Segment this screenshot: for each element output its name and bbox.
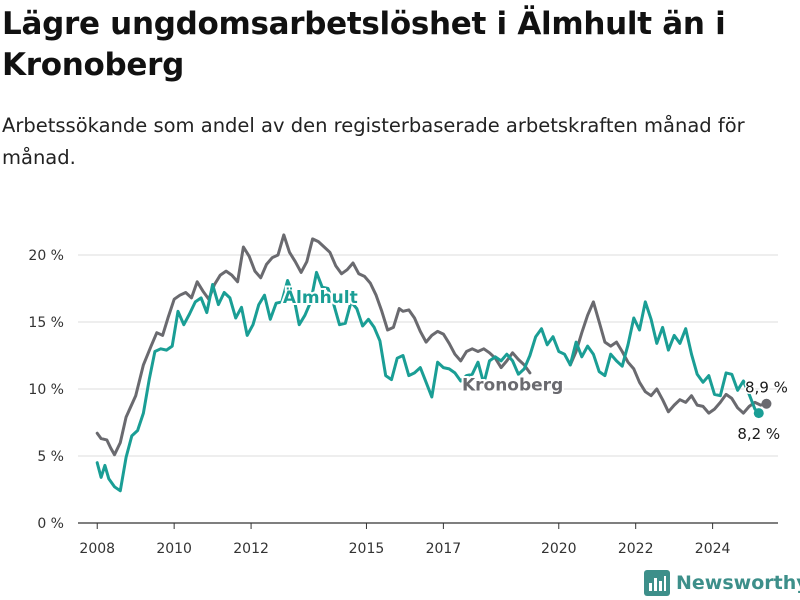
x-tick-label: 2017 [426, 541, 462, 557]
x-tick-label: 2008 [79, 541, 115, 557]
x-tick-label: 2022 [618, 541, 654, 557]
end-point-almhult [753, 408, 764, 419]
logo-text: Newsworthy [676, 572, 800, 594]
end-value-label-kronoberg: 8,9 % [745, 379, 788, 397]
newsworthy-logo: Newsworthy [644, 568, 800, 598]
y-tick-label: 10 % [28, 382, 64, 398]
end-value-label-almhult: 8,2 % [737, 425, 780, 443]
series-line-almhult [95, 270, 761, 493]
x-axis: 2008 2010 2012 2015 2017 2020 2022 2024 [79, 523, 731, 557]
series-label-kronoberg: Kronoberg [462, 375, 563, 395]
series-line-kronoberg [95, 233, 532, 457]
chart-subtitle: Arbetssökande som andel av den registerb… [2, 114, 745, 169]
series-label-almhult: Älmhult [283, 286, 358, 308]
x-tick-label: 2015 [349, 541, 385, 557]
bar-chart-logo-icon [644, 570, 670, 596]
series-line-kronoberg-part [568, 300, 768, 415]
y-tick-label: 20 % [28, 248, 64, 264]
series-labels: Kronoberg 8,9 % Älmhult 8,2 % [281, 284, 790, 444]
end-point-kronoberg [761, 398, 772, 409]
y-axis: 0 % 5 % 10 % 15 % 20 % [28, 248, 64, 532]
x-tick-label: 2010 [156, 541, 192, 557]
y-tick-label: 15 % [28, 315, 64, 331]
y-tick-label: 0 % [37, 516, 64, 532]
x-tick-label: 2012 [233, 541, 269, 557]
y-tick-label: 5 % [37, 449, 64, 465]
series-lines [95, 233, 768, 493]
chart-title: Lägre ungdomsarbetslöshet i Älmhult än i… [2, 6, 726, 83]
x-tick-label: 2020 [541, 541, 577, 557]
x-tick-label: 2024 [695, 541, 731, 557]
